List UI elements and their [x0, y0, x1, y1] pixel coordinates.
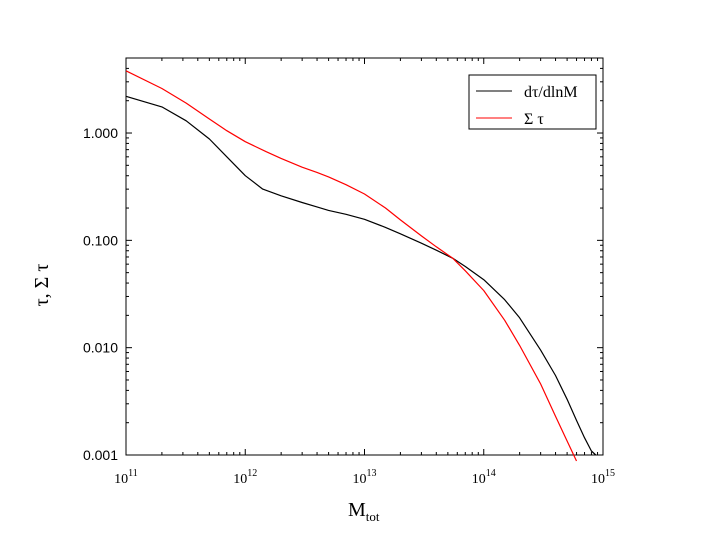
series-layer — [125, 70, 597, 462]
x-tick-label: 1015 — [591, 468, 615, 487]
legend: dτ/dlnM Σ τ — [468, 74, 597, 130]
legend-label-1: Σ τ — [524, 111, 544, 128]
y-axis-title: τ, Σ τ — [31, 264, 53, 307]
x-axis-title: Mtot — [348, 499, 380, 524]
y-tick-label: 0.001 — [83, 447, 118, 463]
x-tick-label: 1013 — [353, 468, 377, 487]
x-tick-label: 1011 — [114, 468, 138, 487]
x-axis: 1011 1012 1013 1014 1015 — [114, 58, 615, 487]
y-axis: 0.001 0.010 0.100 1.000 — [83, 57, 603, 463]
y-tick-label: 0.010 — [83, 340, 118, 356]
x-tick-label: 1014 — [472, 468, 496, 487]
legend-label-0: dτ/dlnM — [524, 84, 578, 101]
series-line-0 — [125, 95, 597, 456]
series-line-1 — [125, 70, 578, 462]
y-tick-label: 0.100 — [83, 232, 118, 248]
x-axis-title-main: M — [348, 499, 366, 521]
x-tick-label: 1012 — [233, 468, 257, 487]
x-axis-title-sub: tot — [366, 509, 380, 524]
y-tick-label: 1.000 — [83, 125, 118, 141]
legend-box — [468, 74, 597, 130]
